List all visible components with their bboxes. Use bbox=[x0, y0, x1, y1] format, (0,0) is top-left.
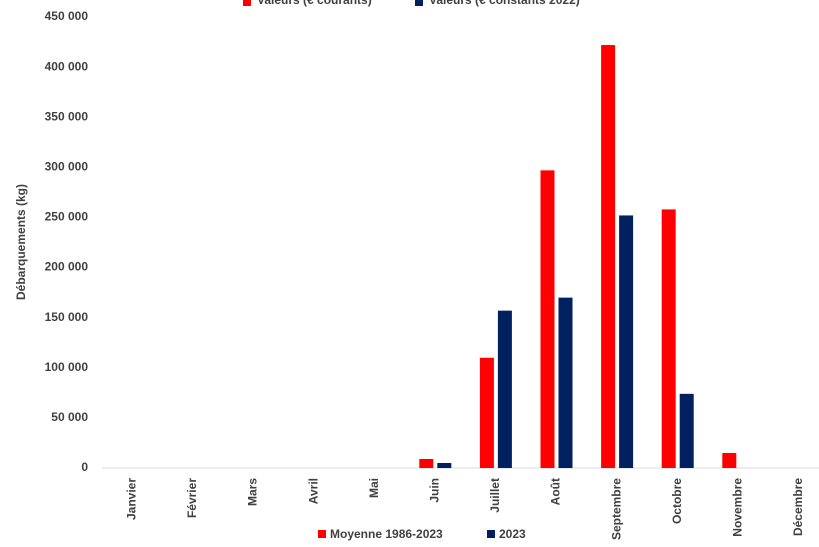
bar bbox=[601, 45, 616, 468]
legend-swatch bbox=[243, 0, 251, 6]
annotation: Valeurs (€ courants) bbox=[257, 0, 372, 7]
x-tick-label: Mai bbox=[367, 478, 381, 498]
x-tick-label: Janvier bbox=[124, 478, 138, 520]
x-tick-label: Août bbox=[549, 478, 563, 505]
x-tick-label: Avril bbox=[306, 478, 320, 504]
x-tick-label: Septembre bbox=[609, 478, 623, 540]
legend-swatch bbox=[487, 530, 495, 538]
y-tick-label: 400 000 bbox=[45, 59, 89, 73]
bar bbox=[679, 393, 694, 468]
y-tick-label: 200 000 bbox=[45, 260, 89, 274]
y-tick-label: 50 000 bbox=[51, 410, 88, 424]
y-axis-label: Débarquements (kg) bbox=[14, 184, 28, 300]
y-tick-label: 100 000 bbox=[45, 360, 89, 374]
bar bbox=[558, 297, 573, 468]
legend-swatch bbox=[318, 530, 326, 538]
y-tick-label: 150 000 bbox=[45, 310, 89, 324]
bar bbox=[419, 458, 434, 468]
bar bbox=[722, 452, 737, 468]
legend-label: 2023 bbox=[499, 527, 526, 541]
x-tick-label: Novembre bbox=[730, 478, 744, 537]
y-tick-label: 250 000 bbox=[45, 210, 89, 224]
y-tick-label: 350 000 bbox=[45, 109, 89, 123]
legend-label: Moyenne 1986-2023 bbox=[330, 527, 443, 541]
bar bbox=[661, 209, 676, 468]
bar bbox=[437, 462, 452, 468]
bar bbox=[497, 310, 512, 468]
bar bbox=[479, 357, 494, 468]
y-tick-label: 450 000 bbox=[45, 9, 89, 23]
x-tick-label: Juin bbox=[427, 478, 441, 503]
annotation: Valeurs (€ constants 2022) bbox=[429, 0, 580, 7]
y-tick-label: 300 000 bbox=[45, 160, 89, 174]
bar bbox=[619, 215, 634, 468]
x-tick-label: Mars bbox=[246, 478, 260, 506]
legend-swatch bbox=[415, 0, 423, 6]
x-tick-label: Février bbox=[185, 478, 199, 518]
x-tick-label: Décembre bbox=[791, 478, 805, 536]
x-tick-label: Juillet bbox=[488, 478, 502, 513]
y-tick-label: 0 bbox=[81, 460, 88, 474]
x-tick-label: Octobre bbox=[670, 478, 684, 524]
bar bbox=[540, 170, 555, 468]
